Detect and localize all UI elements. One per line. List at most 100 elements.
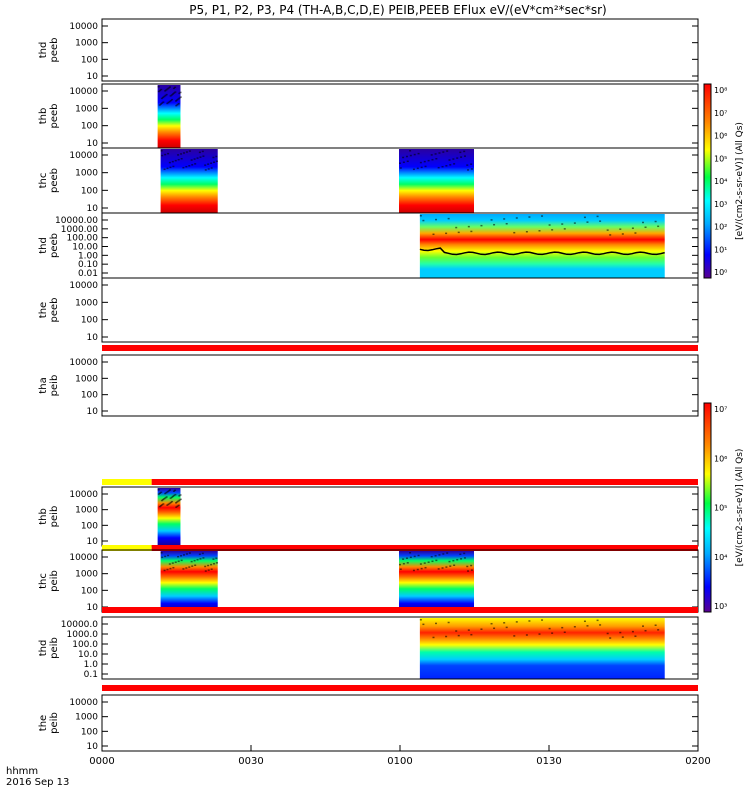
noise-speck [215,155,218,158]
y-axis-product: peib [49,712,60,734]
noise-speck [453,564,456,567]
noise-speck [175,502,178,504]
noise-speck [179,96,182,98]
y-tick-label: 1000 [75,169,98,179]
y-tick-label: 1000 [75,298,98,308]
noise-speck [201,552,204,555]
quality-flag-bar [102,685,698,691]
y-tick-label: 10 [87,407,99,417]
noise-speck [606,229,609,231]
noise-speck [163,168,166,171]
noise-speck [449,565,452,567]
noise-speck [194,564,197,567]
noise-speck [185,165,188,168]
spectrogram-block [419,214,665,278]
noise-speck [172,490,175,492]
noise-speck [456,559,459,561]
y-tick-label: 1.0 [84,660,99,670]
noise-speck [167,101,170,104]
noise-speck [402,156,405,159]
noise-speck [179,91,182,94]
noise-speck [170,94,173,96]
noise-speck [215,562,218,564]
noise-speck [463,155,466,157]
noise-speck [158,104,161,106]
noise-speck [405,557,408,559]
y-axis-probe: thb [38,508,49,525]
noise-speck [435,622,438,625]
noise-speck [172,165,175,168]
y-tick-label: 0.01 [78,269,98,279]
colorbar: 10⁷ 10⁶ 10⁵ 10⁴ 10³ [eV/(cm2-s-sr-eV)] (All Q… [703,402,745,613]
noise-speck [402,161,405,164]
noise-speck [177,102,180,105]
noise-speck [157,86,160,88]
noise-speck [171,562,174,564]
y-tick-label: 10.00 [72,243,98,253]
y-tick-label: 10.0 [78,650,98,660]
noise-speck [409,154,412,157]
noise-speck [445,165,448,167]
spectrogram-block [399,149,475,213]
y-tick-label: 10000 [69,358,98,368]
noise-speck [161,154,164,157]
noise-speck [196,559,199,561]
noise-speck [467,629,470,631]
y-axis-probe: tha [38,377,49,393]
noise-speck [460,156,463,158]
noise-speck [441,165,444,168]
y-axis-product: peeb [49,38,60,63]
panel-thd-peeb: 10000 1000 100 10 thd peeb [38,18,699,82]
noise-speck [194,163,197,165]
noise-speck [446,552,449,554]
noise-speck [538,230,541,232]
noise-speck [164,153,167,156]
noise-speck [160,491,163,494]
noise-speck [606,632,609,635]
panel-thb-peeb: 10000 1000 100 10 thb peeb [38,83,699,149]
y-tick-label: 10 [87,204,99,214]
noise-speck [164,492,167,495]
noise-speck [420,166,423,169]
noise-speck [435,157,438,160]
noise-speck [162,96,165,99]
noise-speck [409,556,412,559]
noise-speck [166,102,169,105]
noise-speck [460,558,463,560]
noise-speck [435,559,438,562]
noise-speck [399,167,402,169]
noise-speck [178,495,181,497]
noise-speck [168,100,171,103]
noise-speck [528,216,531,218]
noise-speck [167,554,170,557]
noise-speck [634,635,637,637]
y-tick-label: 10 [87,537,99,547]
noise-speck [160,552,163,554]
y-tick-label: 10000 [69,151,98,161]
noise-speck [185,151,188,153]
noise-speck [169,497,172,499]
noise-speck [634,232,637,234]
noise-speck [430,555,433,558]
noise-speck [173,494,176,497]
noise-speck [438,554,441,556]
y-tick-label: 100 [81,122,98,132]
noise-speck [573,222,576,224]
y-tick-label: 10 [87,603,99,613]
noise-speck [447,621,450,624]
noise-speck [172,566,175,569]
noise-speck [188,165,191,167]
noise-speck [515,621,518,623]
noise-speck [561,223,564,225]
noise-speck [452,559,455,562]
noise-speck [402,558,405,560]
noise-speck [586,625,589,627]
noise-speck [191,164,194,166]
noise-speck [177,555,180,558]
panel-frame [101,18,699,82]
noise-speck [424,566,427,569]
colorbar-tick-label: 10⁸ [714,86,727,95]
y-tick-label: 1000 [75,39,98,49]
noise-speck [505,626,508,629]
